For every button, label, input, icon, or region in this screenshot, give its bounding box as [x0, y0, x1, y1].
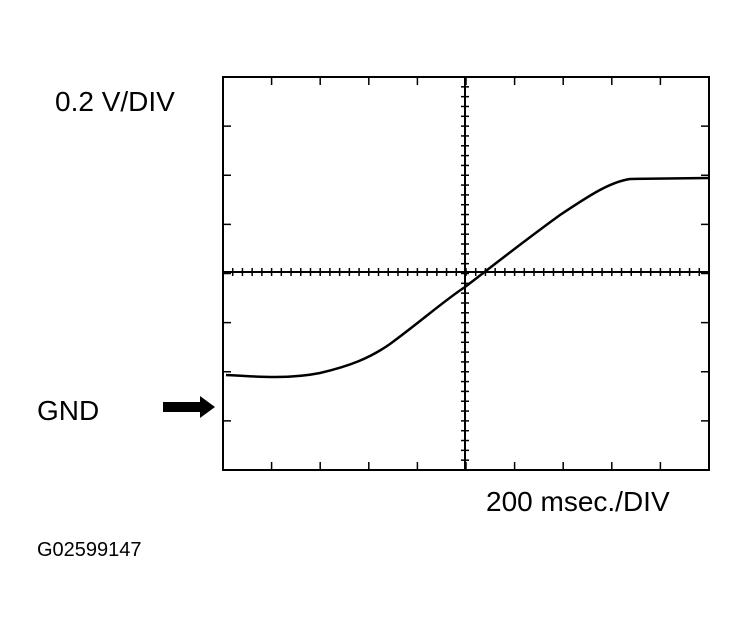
gnd-arrow — [163, 396, 215, 418]
time-scale: 200 msec./DIV — [486, 486, 670, 517]
ground-label: GND — [37, 395, 99, 426]
voltage-scale: 0.2 V/DIV — [55, 86, 175, 117]
waveform — [225, 176, 710, 379]
figure-id: G02599147 — [37, 539, 142, 561]
